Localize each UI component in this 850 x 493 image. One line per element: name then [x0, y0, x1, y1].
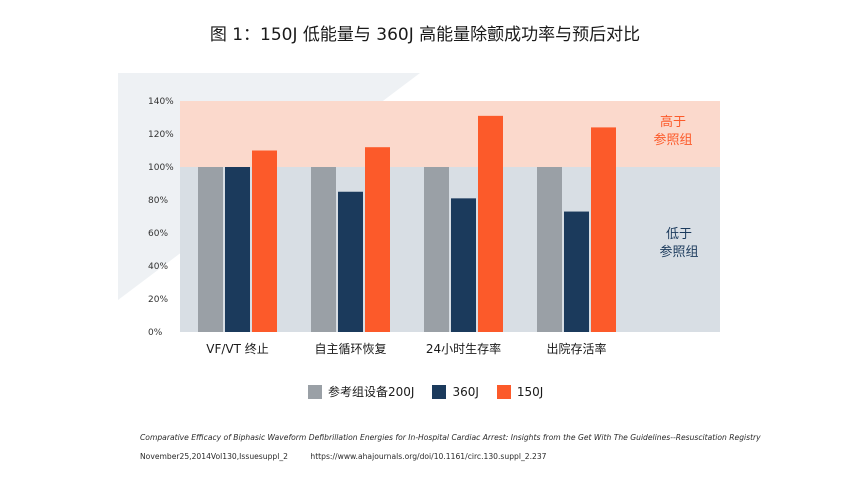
bar-reference-0	[198, 167, 223, 332]
x-category-label: 自主循环恢复	[314, 342, 386, 356]
y-tick-label: 100%	[148, 163, 174, 173]
legend-swatch-150j	[496, 384, 511, 399]
x-category-label: VF/VT 终止	[206, 341, 269, 356]
y-tick-label: 80%	[148, 196, 168, 206]
bar-reference-2	[424, 167, 449, 332]
bar-360j-0	[225, 167, 250, 332]
y-tick-label: 140%	[148, 97, 174, 107]
bar-360j-1	[338, 191, 363, 332]
bar-150j-2	[478, 115, 503, 332]
x-category-label: 24小时生存率	[426, 341, 501, 356]
legend-item-360j: 360J	[432, 384, 479, 399]
bar-reference-1	[311, 167, 336, 332]
legend-label-reference: 参考组设备200J	[328, 385, 415, 399]
source-reference: November25,2014Vol130,Issuesuppl_2 https…	[140, 452, 546, 461]
y-tick-label: 120%	[148, 130, 174, 140]
legend-label-360j: 360J	[452, 384, 479, 399]
x-category-label: 出院存活率	[546, 341, 606, 356]
source-date: November25,2014Vol130,Issuesuppl_2	[140, 452, 288, 461]
legend-swatch-reference	[308, 384, 322, 399]
y-tick-label: 20%	[148, 295, 168, 305]
bar-360j-3	[564, 211, 589, 332]
bar-150j-0	[252, 150, 277, 332]
y-tick-label: 0%	[148, 328, 163, 338]
above-reference-label-line2: 参照组	[653, 132, 692, 148]
bar-360j-2	[451, 198, 476, 332]
below-reference-label-line1: 低于	[666, 227, 692, 242]
bar-150j-1	[365, 147, 390, 332]
bar-150j-3	[591, 127, 616, 333]
legend-item-reference: 参考组设备200J	[308, 383, 414, 400]
y-tick-label: 60%	[148, 229, 168, 239]
source-url: https://www.ahajournals.org/doi/10.1161/…	[310, 452, 547, 461]
above-reference-label-line1: 高于	[660, 114, 686, 130]
chart-title: 图 1：150J 低能量与 360J 高能量除颤成功率与预后对比	[209, 25, 641, 45]
source-citation: Comparative Efficacy of Biphasic Wavefor…	[140, 433, 761, 442]
below-reference-label-line2: 参照组	[659, 244, 698, 260]
chart-legend: 参考组设备200J 360J 150J	[308, 383, 543, 400]
legend-swatch-360j	[432, 384, 447, 399]
y-tick-label: 40%	[148, 262, 168, 272]
legend-item-150j: 150J	[496, 384, 544, 399]
bar-reference-3	[537, 167, 562, 332]
legend-label-150j: 150J	[516, 384, 544, 399]
